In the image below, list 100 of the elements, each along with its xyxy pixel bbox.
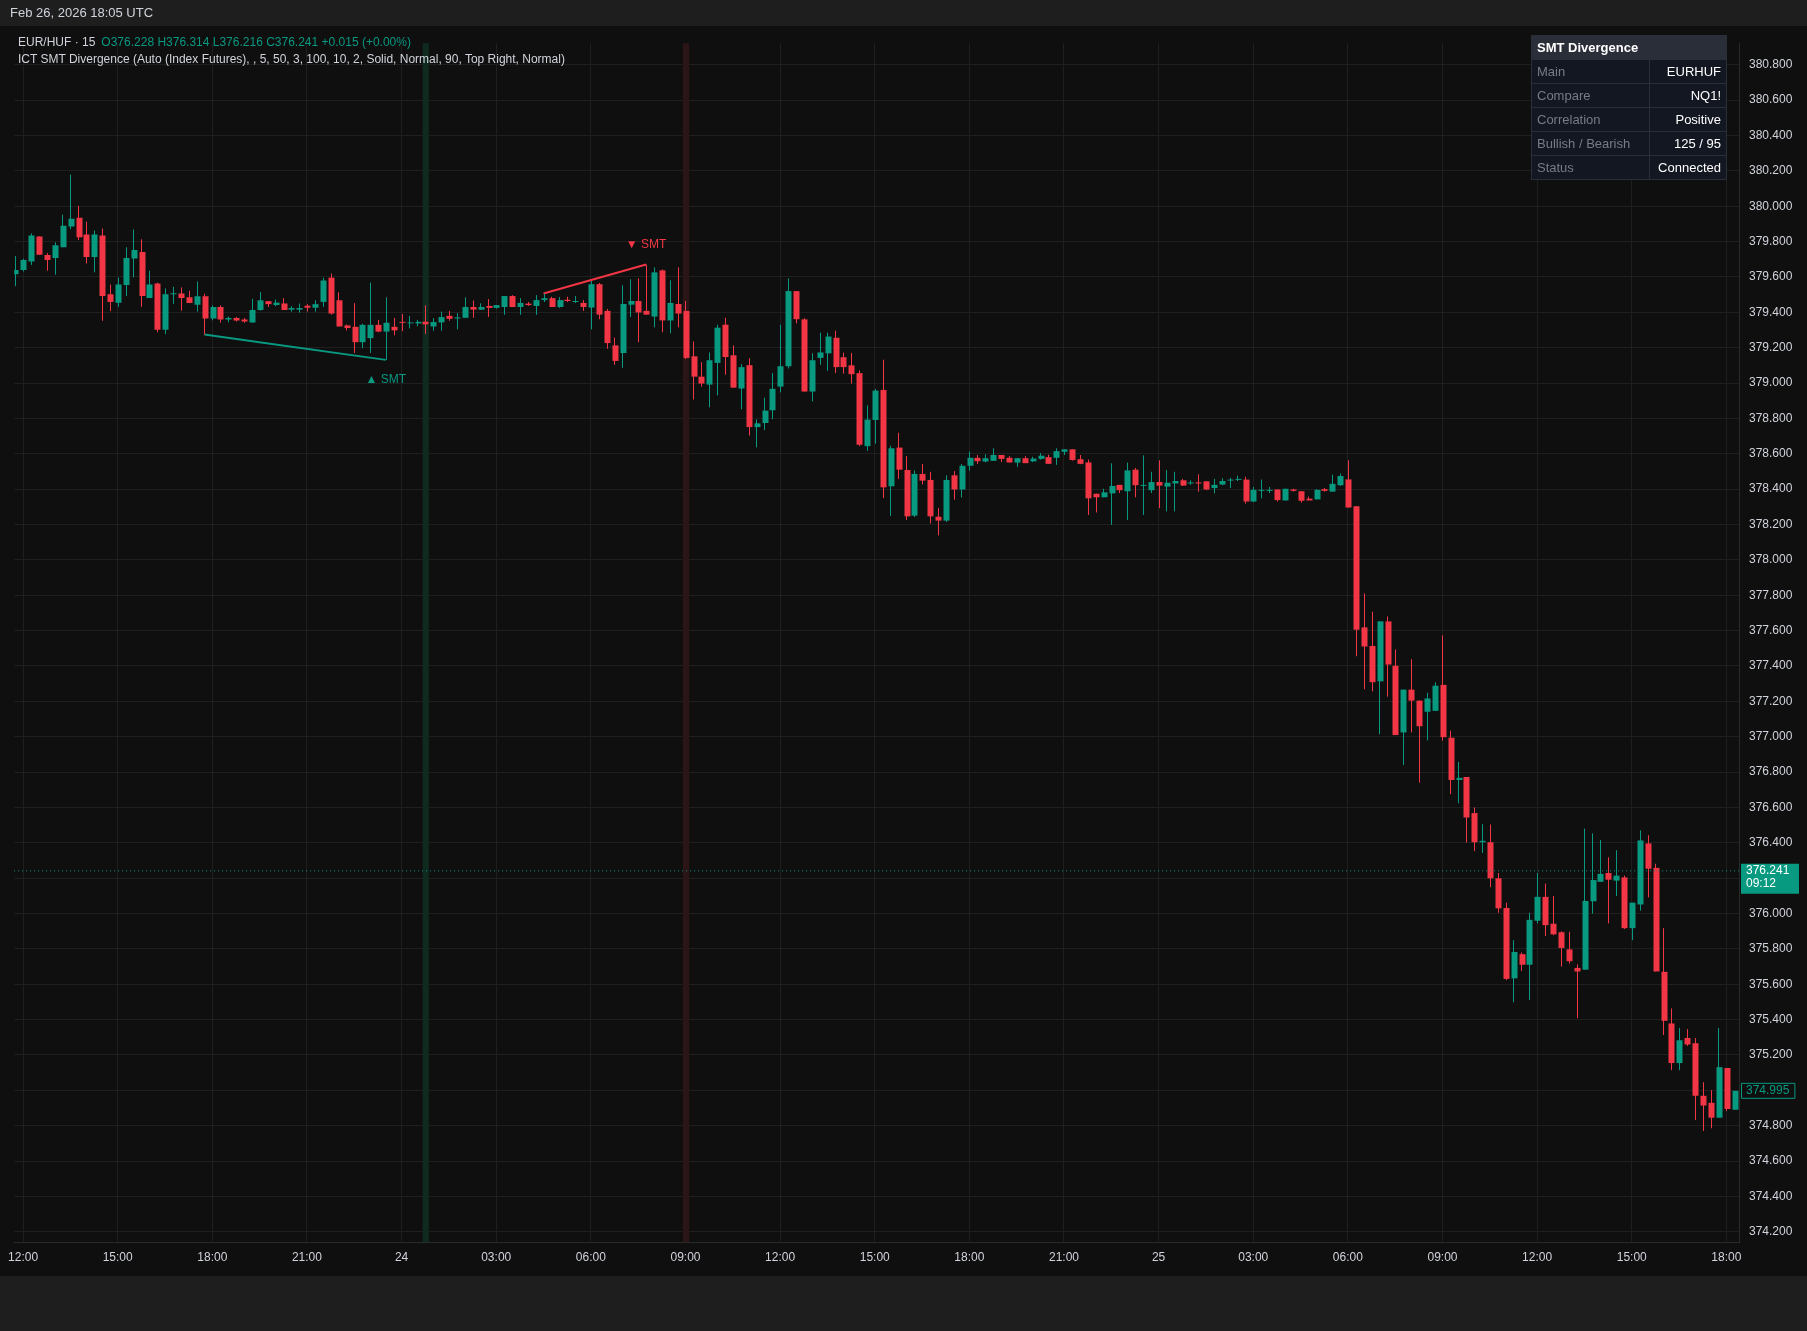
- candlestick: [131, 229, 138, 278]
- y-tick-label: 380.200: [1749, 163, 1793, 178]
- candlestick: [438, 311, 445, 332]
- text: Feb 26, 2026 18:05 UTC: [10, 5, 154, 20]
- y-tick-label: 380.400: [1749, 127, 1793, 142]
- x-tick-label: 18:00: [197, 1249, 228, 1264]
- candlestick: [68, 174, 75, 230]
- x-tick-label: 18:00: [1711, 1249, 1742, 1264]
- candlestick: [1132, 467, 1139, 498]
- candlestick: [1519, 951, 1526, 972]
- chart-subtitle: O376.228 H376.314 L376.216 C376.241 +0.015 (+0.00%): [101, 35, 411, 49]
- y-tick-label: 377.400: [1749, 658, 1793, 673]
- annotation: Connected: [1649, 155, 1727, 180]
- text: 374.995: [1746, 1083, 1790, 1098]
- y-tick-label: 375.600: [1749, 976, 1793, 991]
- y-tick-label: 377.200: [1749, 693, 1793, 708]
- candlestick: [1227, 477, 1234, 489]
- annotation: Main: [1531, 59, 1650, 84]
- candlestick: [352, 302, 359, 354]
- candlestick: [399, 313, 406, 332]
- candlestick: [959, 463, 966, 499]
- x-tick-label: 06:00: [575, 1249, 607, 1264]
- y-tick-label: 377.600: [1749, 622, 1793, 637]
- y-tick-label: 380.000: [1749, 198, 1793, 213]
- annotation: Status: [1531, 155, 1650, 180]
- y-tick-label: 378.200: [1749, 516, 1793, 531]
- x-tick-label: 21:00: [1048, 1249, 1080, 1264]
- y-tick-label: 376.000: [1749, 905, 1793, 920]
- candlestick: [762, 397, 769, 431]
- candlestick: [628, 278, 635, 318]
- candlestick: [967, 450, 974, 472]
- candlestick: [825, 332, 832, 372]
- candlestick: [935, 507, 942, 536]
- x-tick-label: 25: [1151, 1249, 1166, 1264]
- candlestick: [848, 352, 855, 385]
- candlestick: [1534, 872, 1541, 924]
- y-tick-label: 377.000: [1749, 728, 1793, 743]
- candlestick: [107, 284, 114, 312]
- annotation: Bullish / Bearish: [1531, 131, 1650, 156]
- x-tick-label: 15:00: [859, 1249, 891, 1264]
- annotation: ▲ SMT: [365, 372, 407, 387]
- y-tick-label: 374.600: [1749, 1153, 1793, 1168]
- candlestick: [635, 277, 642, 343]
- candlestick: [817, 332, 824, 366]
- text: SMT Divergence: [1531, 35, 1650, 60]
- candlestick: [1109, 462, 1116, 526]
- y-tick-label: 375.400: [1749, 1011, 1793, 1026]
- candlestick: [1605, 856, 1612, 924]
- candlestick: [1148, 471, 1155, 494]
- candlestick: [1243, 476, 1250, 505]
- annotation: Correlation: [1531, 107, 1650, 132]
- annotation: 125 / 95: [1649, 131, 1727, 156]
- y-tick-label: 378.600: [1749, 446, 1793, 461]
- y-tick-label: 376.400: [1749, 835, 1793, 850]
- candlestick: [52, 241, 59, 276]
- x-tick-label: 06:00: [1332, 1249, 1364, 1264]
- candlestick: [1258, 479, 1265, 499]
- annotation: ▼ SMT: [625, 236, 667, 251]
- candlestick: [320, 277, 327, 308]
- y-tick-label: 374.400: [1749, 1188, 1793, 1203]
- candlestick: [754, 418, 761, 448]
- annotation: Positive: [1649, 107, 1727, 132]
- x-tick-label: 24: [394, 1249, 409, 1264]
- candlestick: [36, 235, 43, 256]
- y-tick-label: 379.600: [1749, 269, 1793, 284]
- candlestick: [1156, 459, 1163, 509]
- candlestick: [367, 282, 374, 354]
- candlestick: [178, 286, 185, 312]
- candlestick: [501, 295, 508, 316]
- y-tick-label: 374.800: [1749, 1117, 1793, 1132]
- candlestick: [1700, 1081, 1707, 1132]
- candlestick: [1558, 930, 1565, 968]
- y-tick-label: 378.400: [1749, 481, 1793, 496]
- y-tick-label: 377.800: [1749, 587, 1793, 602]
- y-tick-label: 380.600: [1749, 92, 1793, 107]
- candlestick: [777, 324, 784, 393]
- x-tick-label: 09:00: [1427, 1249, 1458, 1264]
- candlestick: [194, 281, 201, 313]
- candlestick: [1424, 692, 1431, 741]
- candlestick: [462, 296, 469, 319]
- candlestick: [896, 432, 903, 480]
- y-tick-label: 378.000: [1749, 552, 1793, 567]
- candlestick: [612, 337, 619, 366]
- candlestick: [951, 470, 958, 501]
- y-tick-label: 375.800: [1749, 941, 1793, 956]
- y-tick-label: 374.200: [1749, 1224, 1793, 1239]
- x-tick-label: 15:00: [102, 1249, 134, 1264]
- x-tick-label: 03:00: [1238, 1249, 1269, 1264]
- x-tick-label: 15:00: [1616, 1249, 1648, 1264]
- candlestick: [1124, 462, 1131, 521]
- candlestick: [1708, 1089, 1715, 1129]
- candlestick: [1408, 658, 1415, 733]
- candlestick: [170, 286, 177, 305]
- candlestick: [1550, 895, 1557, 936]
- candlestick: [675, 266, 682, 328]
- y-tick-label: 379.400: [1749, 304, 1793, 319]
- candlestick: [667, 279, 674, 334]
- y-tick-label: 375.200: [1749, 1047, 1793, 1062]
- candlestick: [1361, 592, 1368, 690]
- x-tick-label: 12:00: [1522, 1249, 1553, 1264]
